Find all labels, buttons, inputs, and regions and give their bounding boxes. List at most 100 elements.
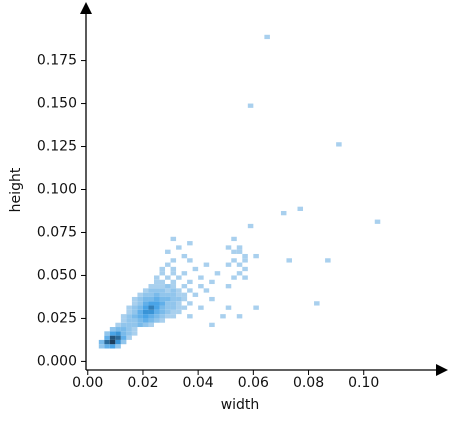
cell [126, 327, 132, 332]
cell [242, 253, 248, 259]
cell [104, 344, 110, 349]
cell [181, 284, 188, 289]
x-axis-label: width [221, 397, 260, 413]
cell [153, 318, 160, 323]
cell [142, 305, 149, 310]
cell [165, 292, 171, 297]
cell [142, 292, 149, 297]
cell [142, 301, 149, 306]
cell [187, 258, 193, 263]
x-tick-label: 0.00 [72, 375, 103, 391]
cell [192, 292, 199, 297]
cell [225, 305, 232, 310]
cell [297, 206, 304, 211]
x-tick-label: 0.06 [238, 375, 269, 391]
cell [120, 339, 127, 345]
cell [225, 284, 232, 289]
cell [209, 296, 215, 302]
cell [236, 271, 243, 276]
cell [159, 309, 166, 315]
y-axis-label: height [8, 167, 24, 212]
cell [176, 292, 182, 297]
y-tick-label: 0.125 [37, 139, 77, 155]
cell [153, 296, 160, 302]
cell [325, 258, 331, 263]
cell [170, 301, 177, 306]
cell [159, 318, 166, 323]
cell [115, 339, 121, 345]
cell [170, 292, 177, 297]
cell [165, 314, 171, 319]
cell [148, 296, 154, 302]
cell [203, 262, 210, 267]
cell [181, 296, 188, 302]
cell [231, 236, 237, 242]
y-tick-label: 0.175 [37, 53, 77, 69]
cell [148, 318, 154, 323]
cell [170, 305, 177, 310]
cell [220, 314, 226, 319]
cell [187, 241, 193, 246]
cell [280, 210, 287, 216]
cell [242, 275, 248, 280]
y-tick-label: 0.050 [37, 267, 77, 283]
cell [153, 309, 160, 315]
cell [153, 275, 160, 280]
cell [247, 103, 254, 108]
cell [198, 284, 204, 289]
cell [137, 309, 143, 315]
x-tick-label: 0.10 [348, 375, 379, 391]
cell [192, 266, 199, 272]
cell [165, 296, 171, 302]
cell [165, 305, 171, 310]
cell [181, 253, 188, 259]
cell [109, 327, 116, 332]
cell [231, 249, 237, 254]
cell [142, 322, 149, 328]
cell [148, 288, 154, 293]
cell [120, 314, 127, 319]
cell [176, 305, 182, 310]
cell [336, 142, 342, 147]
cell [104, 339, 110, 345]
cell [115, 322, 121, 328]
cell [176, 301, 182, 306]
cell [153, 314, 160, 319]
cell [198, 275, 204, 280]
cell [126, 318, 132, 323]
cell [170, 258, 177, 263]
cell [153, 305, 160, 310]
y-tick-label: 0.025 [37, 310, 77, 326]
cell [131, 331, 138, 336]
cell [131, 322, 138, 328]
cell [159, 305, 166, 310]
cell [170, 236, 177, 242]
cell [142, 288, 149, 293]
cell [115, 327, 121, 332]
cell [159, 288, 166, 293]
cell [137, 314, 143, 319]
cell [170, 284, 177, 289]
cell [165, 262, 171, 267]
cell [120, 327, 127, 332]
cell [109, 344, 116, 349]
cell [253, 253, 259, 259]
cell [153, 301, 160, 306]
cell [120, 322, 127, 328]
cell [165, 288, 171, 293]
cell [115, 331, 121, 336]
cell [236, 249, 243, 254]
cell [137, 318, 143, 323]
cell [148, 284, 154, 289]
cell [153, 288, 160, 293]
cell [176, 275, 182, 280]
cell [142, 314, 149, 319]
cell [120, 335, 127, 340]
cell [198, 305, 204, 310]
y-tick-label: 0.075 [37, 224, 77, 240]
cell [126, 305, 132, 310]
cell [165, 249, 171, 254]
cell [142, 296, 149, 302]
